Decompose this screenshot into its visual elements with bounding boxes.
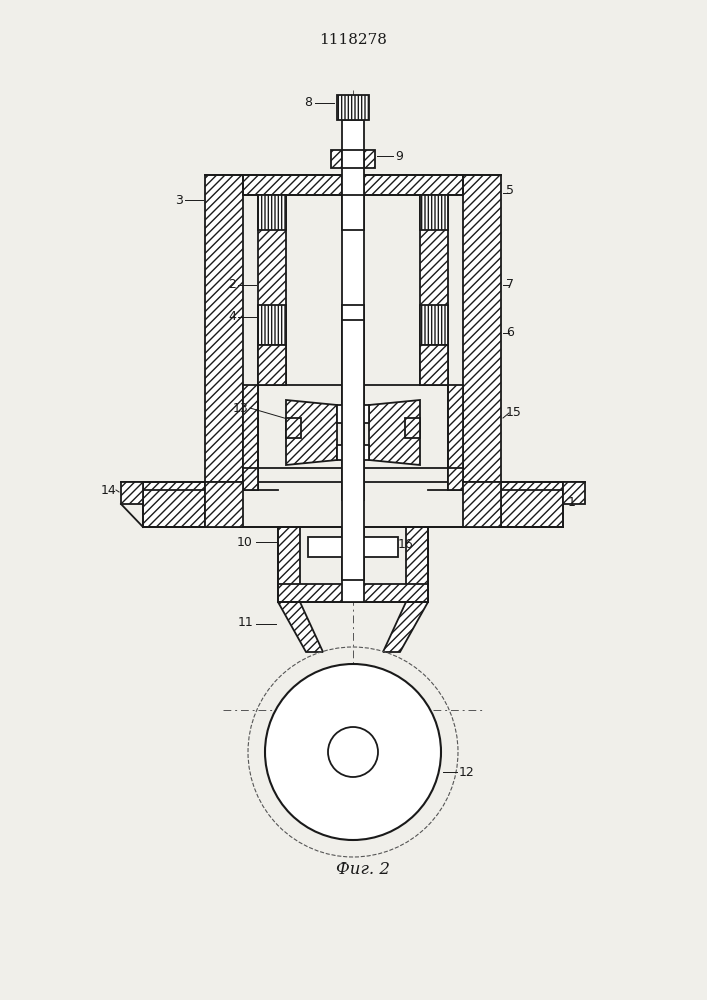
Bar [420, 305, 448, 345]
Bar [258, 305, 286, 345]
Polygon shape [143, 482, 205, 527]
Bar [342, 120, 364, 500]
Bar [205, 175, 243, 490]
Bar [342, 305, 364, 345]
Text: 1118278: 1118278 [319, 33, 387, 47]
Polygon shape [463, 482, 501, 527]
Bar [278, 584, 428, 602]
Bar [405, 418, 420, 438]
Bar [331, 150, 342, 168]
Bar [337, 445, 369, 460]
Bar [342, 150, 364, 168]
Bar [463, 175, 501, 490]
Polygon shape [448, 468, 463, 490]
Polygon shape [501, 482, 563, 527]
Text: 1: 1 [568, 495, 576, 508]
Polygon shape [448, 385, 463, 490]
Bar [342, 195, 364, 230]
Bar [342, 527, 364, 602]
Text: 5: 5 [506, 184, 514, 196]
Bar [563, 482, 585, 504]
Bar [121, 482, 143, 504]
Polygon shape [243, 468, 258, 490]
Polygon shape [286, 400, 337, 465]
Polygon shape [369, 400, 420, 465]
Text: 15: 15 [506, 406, 522, 420]
Bar [258, 195, 286, 385]
Text: 10: 10 [237, 536, 253, 548]
Text: 16: 16 [398, 538, 414, 552]
Bar [364, 150, 375, 168]
Polygon shape [205, 482, 243, 527]
Bar [343, 423, 363, 445]
Bar [420, 195, 448, 385]
Text: 12: 12 [459, 766, 474, 778]
Bar [342, 320, 364, 580]
Text: 11: 11 [238, 615, 253, 629]
Bar [243, 175, 342, 195]
Bar [258, 345, 286, 385]
Text: Фиг. 2: Фиг. 2 [336, 861, 390, 879]
Circle shape [265, 664, 441, 840]
Polygon shape [243, 385, 258, 490]
Bar [278, 527, 300, 602]
Bar [420, 195, 448, 230]
Bar [286, 418, 301, 438]
Bar [364, 175, 463, 195]
Polygon shape [278, 602, 323, 652]
Text: 4: 4 [228, 310, 236, 324]
Text: 7: 7 [506, 278, 514, 292]
Bar [308, 537, 398, 557]
Bar [258, 195, 286, 230]
Bar [337, 405, 369, 423]
Text: 13: 13 [233, 401, 248, 414]
Text: 8: 8 [304, 97, 312, 109]
Text: 3: 3 [175, 194, 183, 207]
Text: 14: 14 [100, 484, 116, 496]
Bar [406, 527, 428, 602]
Text: 6: 6 [506, 326, 514, 340]
Text: 9: 9 [395, 149, 403, 162]
Circle shape [328, 727, 378, 777]
Bar [337, 95, 369, 120]
Polygon shape [383, 602, 428, 652]
Text: 2: 2 [228, 278, 236, 292]
Bar [420, 345, 448, 385]
